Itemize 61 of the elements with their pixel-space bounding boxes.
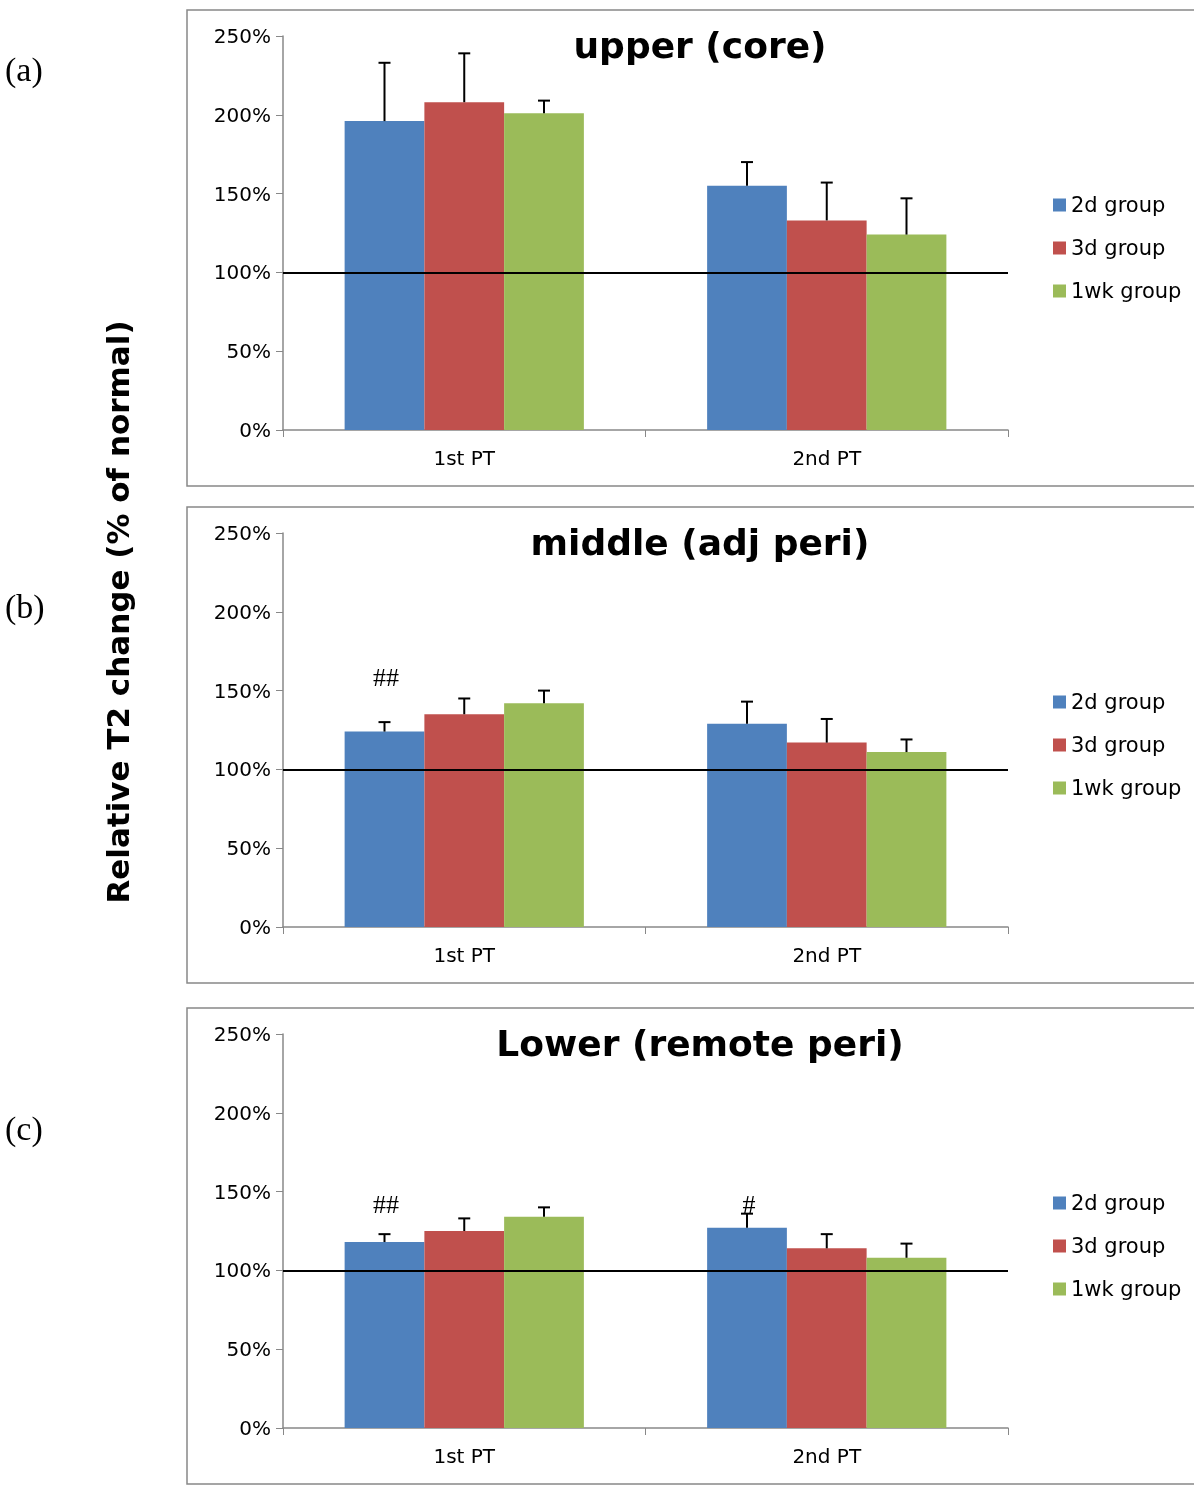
bar [707, 185, 787, 430]
y-tick-label: 150% [213, 181, 271, 206]
bar [344, 1242, 425, 1428]
y-tick-label: 100% [213, 1258, 271, 1283]
x-tick-label: 1st PT [433, 1444, 496, 1468]
y-tick-label: 0% [239, 418, 271, 442]
bar [344, 121, 425, 430]
bar [786, 220, 867, 430]
legend-label: 1wk group [1071, 279, 1182, 303]
bar [707, 1227, 787, 1428]
bar [786, 742, 867, 927]
bar [504, 113, 584, 430]
x-tick-label: 2nd PT [792, 1444, 862, 1468]
legend-label: 2d group [1071, 1191, 1166, 1215]
bar [424, 714, 505, 927]
x-tick-label: 2nd PT [792, 943, 862, 967]
y-axis-title: Relative T2 change (% of normal) [100, 320, 136, 904]
y-tick-label: 150% [213, 678, 271, 703]
bar [504, 1216, 584, 1428]
legend-label: 3d group [1071, 733, 1166, 757]
text: (c) [5, 1109, 43, 1148]
bar [424, 1231, 505, 1428]
legend-label: 2d group [1071, 690, 1166, 714]
y-tick-label: 250% [213, 24, 271, 48]
bar [866, 1257, 947, 1428]
y-tick-label: 100% [213, 757, 271, 782]
y-tick-label: 100% [213, 260, 271, 285]
y-tick-label: 200% [213, 1100, 271, 1125]
text: (b) [5, 587, 45, 626]
bar [707, 723, 787, 927]
y-tick-label: 0% [239, 915, 271, 939]
x-tick-label: 1st PT [433, 446, 496, 470]
legend-label: 2d group [1071, 193, 1166, 217]
legend-label: 1wk group [1071, 776, 1182, 800]
y-tick-label: 50% [226, 339, 271, 364]
bar [866, 234, 947, 430]
chart-title: upper (core) [573, 24, 827, 66]
y-tick-label: 200% [213, 599, 271, 624]
y-tick-label: 250% [213, 521, 271, 545]
x-tick-label: 1st PT [433, 943, 496, 967]
y-tick-label: 50% [226, 1337, 271, 1362]
y-tick-label: 50% [226, 836, 271, 861]
bar [344, 731, 425, 927]
y-tick-label: 200% [213, 102, 271, 127]
chart-title: Lower (remote peri) [496, 1022, 904, 1064]
bar [786, 1248, 867, 1428]
annotation: ## [373, 662, 399, 692]
y-tick-label: 250% [213, 1022, 271, 1046]
y-tick-label: 150% [213, 1179, 271, 1204]
text: (a) [5, 50, 43, 89]
x-tick-label: 2nd PT [792, 446, 862, 470]
legend-label: 3d group [1071, 236, 1166, 260]
legend-label: 3d group [1071, 1234, 1166, 1258]
annotation: ## [373, 1189, 399, 1219]
bar [504, 703, 584, 927]
y-tick-label: 0% [239, 1416, 271, 1440]
bar [866, 752, 947, 927]
bar [424, 102, 505, 430]
chart-title: middle (adj peri) [530, 521, 870, 563]
legend-label: 1wk group [1071, 1277, 1182, 1301]
annotation: # [742, 1189, 756, 1219]
